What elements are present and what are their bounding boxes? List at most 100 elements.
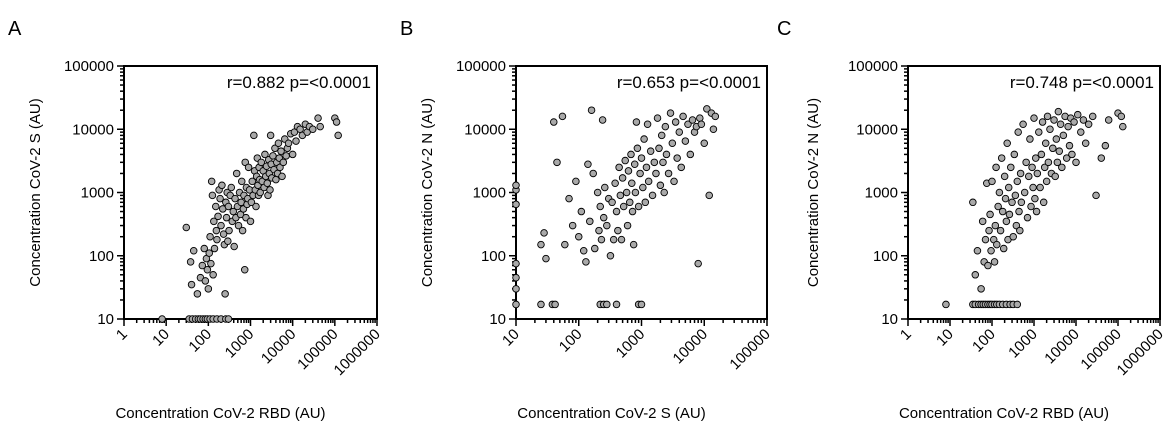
y-tick-label: 100 — [873, 248, 898, 265]
data-point — [276, 163, 284, 172]
data-point — [1001, 194, 1010, 203]
data-point — [512, 300, 520, 309]
data-point — [1025, 172, 1033, 181]
data-point — [230, 242, 238, 251]
data-point — [601, 183, 609, 192]
data-point — [991, 221, 1000, 230]
data-point — [278, 172, 286, 181]
data-point — [1042, 177, 1051, 186]
data-point — [660, 188, 668, 197]
x-tick-label: 1 — [897, 326, 915, 344]
data-point — [1064, 122, 1072, 131]
data-point — [661, 122, 670, 131]
correlation-annotation: r=0.882 p=<0.0001 — [227, 73, 371, 92]
data-point — [241, 158, 249, 167]
data-point — [656, 181, 665, 190]
data-point — [1007, 163, 1015, 172]
data-point — [1117, 112, 1126, 121]
data-point — [1002, 217, 1011, 226]
data-point — [217, 221, 225, 230]
data-point — [1043, 112, 1052, 121]
data-point — [1119, 122, 1127, 131]
data-point — [208, 191, 217, 200]
data-point — [231, 194, 239, 203]
data-point — [688, 116, 697, 124]
y-tick-label: 100000 — [456, 58, 506, 75]
data-point — [664, 169, 673, 178]
data-point — [666, 109, 675, 117]
data-point — [269, 152, 277, 160]
data-point — [219, 230, 228, 238]
data-point — [644, 177, 653, 186]
data-point — [681, 137, 690, 145]
data-point — [639, 183, 647, 192]
data-point — [1008, 198, 1016, 207]
data-point — [1044, 158, 1053, 167]
data-point — [1000, 172, 1009, 181]
data-point — [568, 221, 577, 230]
data-point — [512, 259, 520, 268]
data-point — [657, 131, 666, 140]
data-point — [992, 163, 1000, 172]
data-point — [1084, 120, 1093, 128]
data-point — [1037, 150, 1046, 159]
data-point — [1003, 139, 1011, 148]
data-point — [213, 235, 221, 244]
x-tick-label: 100 — [969, 326, 999, 356]
y-tick-label: 10 — [97, 311, 114, 328]
data-point — [987, 246, 995, 255]
data-point — [1041, 139, 1050, 148]
x-axis-title: Concentration CoV-2 RBD (AU) — [115, 405, 325, 422]
data-point — [630, 160, 639, 168]
data-point — [995, 188, 1004, 197]
data-point — [1065, 141, 1074, 150]
data-point — [619, 202, 628, 211]
data-point — [263, 179, 272, 188]
data-point — [1070, 118, 1078, 126]
data-point — [572, 177, 580, 186]
x-tick-label: 100 — [556, 326, 586, 356]
x-tick-label: 1000 — [222, 326, 258, 362]
data-point — [711, 112, 720, 121]
data-point — [271, 144, 279, 153]
data-point — [700, 139, 709, 148]
data-point — [224, 315, 233, 323]
x-tick-label: 10 — [149, 326, 173, 350]
x-tick-label: 1000000 — [1114, 326, 1165, 379]
data-point — [279, 158, 288, 167]
data-point — [577, 207, 586, 216]
y-tick-label: 10 — [881, 311, 898, 328]
data-point — [214, 212, 222, 221]
data-point — [240, 266, 249, 274]
data-point — [1028, 163, 1036, 172]
data-point — [1081, 139, 1090, 148]
x-tick-label: 10 — [499, 326, 523, 350]
data-point — [234, 221, 243, 230]
y-tick-label: 100 — [89, 248, 114, 265]
data-point — [1040, 163, 1049, 172]
data-point — [284, 139, 293, 148]
data-point — [579, 246, 588, 255]
y-axis-title: Concentration CoV-2 N (AU) — [419, 98, 436, 287]
data-point — [216, 194, 224, 203]
chart-panel-b: B 10 100 1000 10000 100000 10 100 1000 10000 10000… — [400, 18, 774, 422]
data-point — [1009, 232, 1017, 241]
data-point — [225, 226, 233, 235]
data-point — [296, 125, 304, 133]
y-tick-label: 100000 — [64, 58, 114, 75]
data-point — [261, 150, 269, 159]
data-point — [1031, 194, 1039, 203]
data-point — [637, 154, 646, 162]
data-point — [653, 114, 662, 122]
data-point — [1010, 150, 1019, 159]
x-tick-label: 1000 — [613, 326, 649, 362]
data-point — [623, 221, 632, 230]
data-point — [232, 169, 241, 178]
data-point — [540, 229, 548, 237]
data-point — [659, 158, 667, 167]
data-point — [615, 163, 623, 172]
data-point — [1059, 131, 1068, 140]
data-point — [671, 118, 680, 126]
